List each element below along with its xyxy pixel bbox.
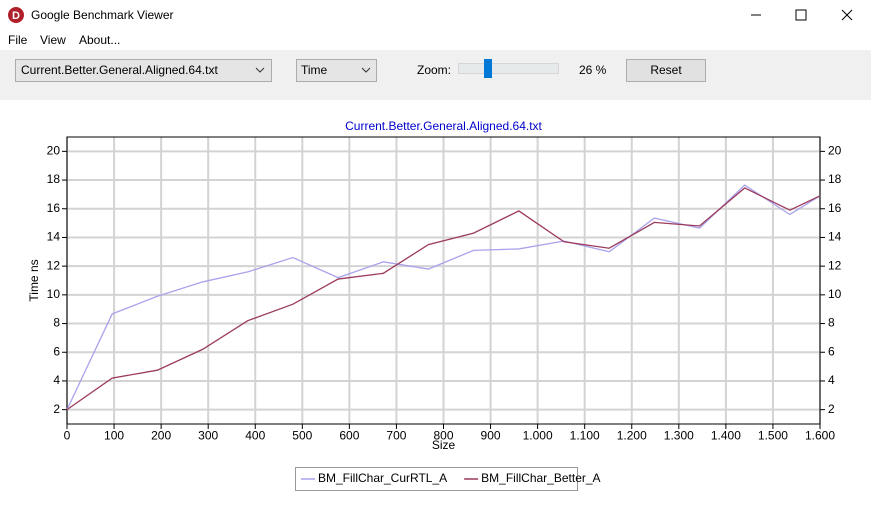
- y2-tick-label: 18: [828, 172, 842, 186]
- zoom-thumb[interactable]: [484, 59, 492, 78]
- legend-label: BM_FillChar_CurRTL_A: [318, 471, 447, 485]
- y-tick-label: 18: [47, 172, 61, 186]
- file-select-text: Current.Better.General.Aligned.64.txt: [21, 63, 218, 77]
- dropdown-arrow: [255, 67, 265, 73]
- chart-title: Current.Better.General.Aligned.64.txt: [345, 119, 542, 133]
- x-tick-label: 600: [339, 429, 359, 443]
- y-tick-label: 10: [47, 287, 61, 301]
- dropdown-arrow: [361, 67, 371, 73]
- x-tick-label: 0: [64, 429, 71, 443]
- legend-box: [295, 467, 578, 491]
- file-select[interactable]: [15, 59, 272, 82]
- x-tick-label: 1.200: [617, 429, 647, 443]
- reset-button[interactable]: [626, 59, 706, 82]
- y2-tick-label: 8: [828, 316, 835, 330]
- x-tick-label: 100: [104, 429, 124, 443]
- x-axis-label: Size: [432, 438, 456, 452]
- x-tick-label: 200: [151, 429, 171, 443]
- series-line: [66, 187, 821, 411]
- window-title: Google Benchmark Viewer: [31, 8, 174, 22]
- mode-select[interactable]: [296, 59, 377, 82]
- legend: BM_FillChar_CurRTL_A BM_FillChar_Better_A: [295, 467, 601, 491]
- series-line: [66, 184, 821, 410]
- y-tick-label: 20: [47, 144, 61, 158]
- x-tick-label: 300: [198, 429, 218, 443]
- x-tick-label: 1.600: [805, 429, 835, 443]
- plot-frame: [66, 136, 821, 425]
- x-tick-label: 1.000: [523, 429, 553, 443]
- y-tick-label: 8: [53, 316, 60, 330]
- y2-tick-label: 20: [828, 144, 842, 158]
- app-icon: [8, 7, 24, 23]
- y2-tick-label: 6: [828, 344, 835, 358]
- y-tick-label: 4: [53, 373, 60, 387]
- x-tick-label: 1.300: [664, 429, 694, 443]
- y2-tick-label: 4: [828, 373, 835, 387]
- y2-tick-label: 16: [828, 201, 842, 215]
- chart: Current.Better.General.Aligned.64.txt 0 10…: [27, 119, 842, 491]
- zoom-slider[interactable]: [458, 63, 559, 74]
- y-tick-label: 2: [53, 402, 60, 416]
- legend-label: BM_FillChar_Better_A: [481, 471, 600, 485]
- mode-select-text: Time: [301, 63, 328, 77]
- y-tick-label: 12: [47, 258, 61, 272]
- x-tick-label: 1.500: [758, 429, 788, 443]
- close-button[interactable]: [841, 9, 853, 21]
- y-tick-label: 6: [53, 344, 60, 358]
- x-tick-label: 700: [386, 429, 406, 443]
- x-tick-label: 500: [292, 429, 312, 443]
- y2-tick-label: 10: [828, 287, 842, 301]
- y2-tick-label: 2: [828, 402, 835, 416]
- x-tick-label: 900: [481, 429, 501, 443]
- maximize-button[interactable]: [795, 9, 807, 21]
- menu-item[interactable]: File: [8, 33, 28, 47]
- x-tick-label: 400: [245, 429, 265, 443]
- app-icon-letter: D: [12, 10, 20, 22]
- zoom-value: 26 %: [579, 63, 607, 77]
- y2-tick-label: 14: [828, 230, 842, 244]
- y-tick-label: 14: [47, 230, 61, 244]
- menu-item[interactable]: View: [40, 33, 66, 47]
- y-tick-label: 16: [47, 201, 61, 215]
- y2-tick-label: 12: [828, 258, 842, 272]
- y-axis-label: Time ns: [27, 259, 41, 301]
- x-tick-label: 1.100: [570, 429, 600, 443]
- zoom-label: Zoom:: [417, 63, 451, 77]
- reset-button-label: Reset: [650, 63, 682, 77]
- x-tick-label: 800: [433, 429, 453, 443]
- menu-item[interactable]: About...: [79, 33, 120, 47]
- x-tick-label: 1.400: [711, 429, 741, 443]
